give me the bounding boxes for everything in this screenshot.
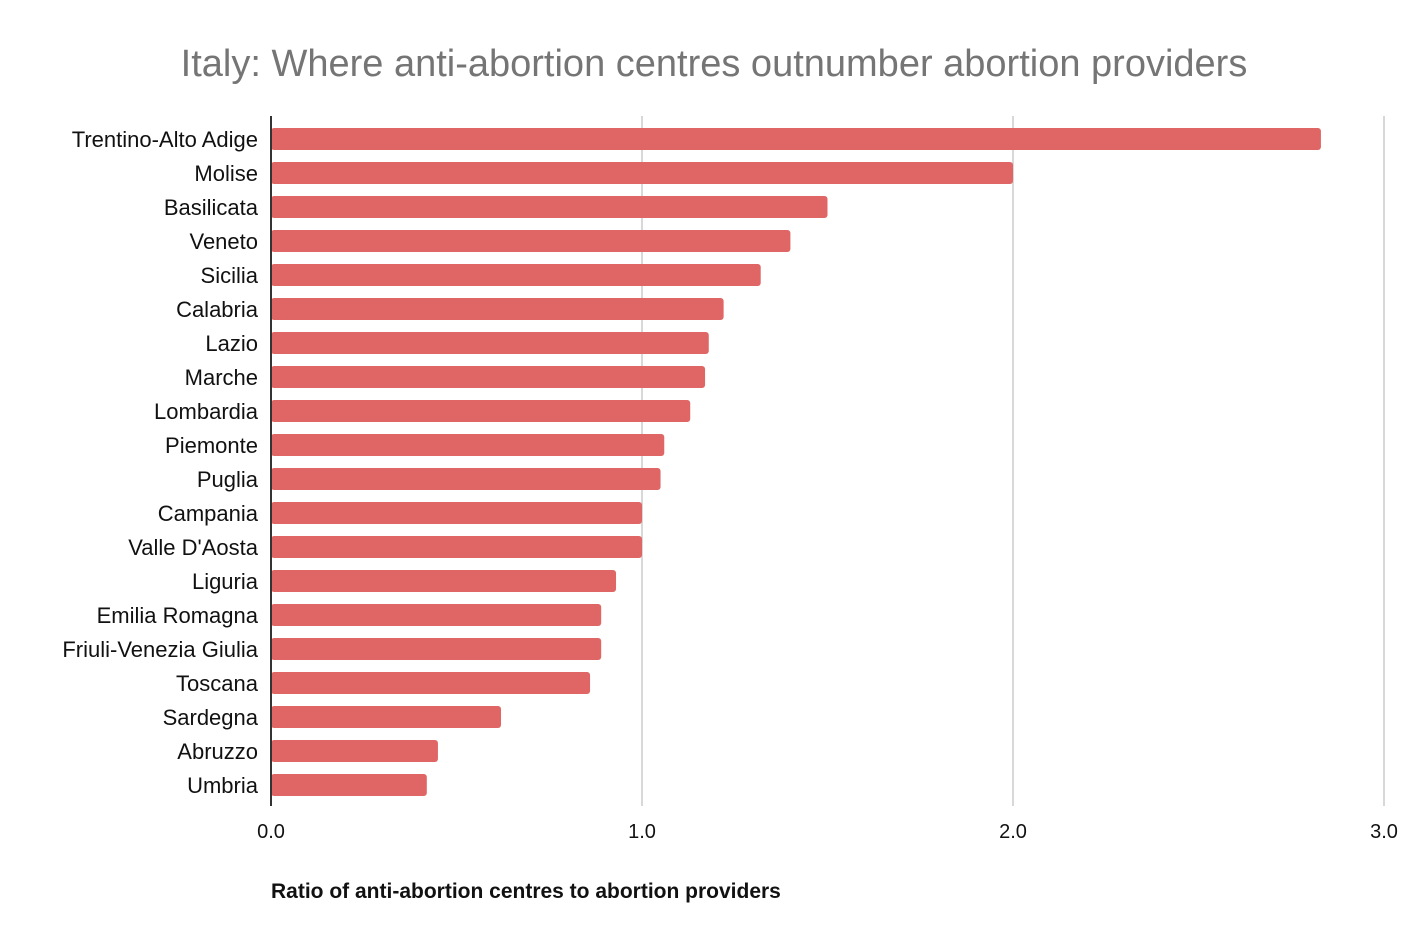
category-label: Umbria — [187, 773, 259, 798]
bar — [271, 502, 642, 524]
category-label: Sicilia — [201, 263, 259, 288]
x-tick-labels: 0.0 1.0 2.0 3.0 — [257, 821, 1398, 843]
bar — [271, 536, 642, 558]
bar — [271, 638, 602, 660]
bar — [271, 570, 617, 592]
bar — [271, 366, 706, 388]
x-axis-label: Ratio of anti-abortion centres to aborti… — [271, 880, 781, 903]
category-label: Puglia — [197, 467, 259, 492]
bar — [271, 196, 828, 218]
bar — [271, 230, 791, 252]
category-label: Abruzzo — [177, 739, 258, 764]
bar — [271, 298, 724, 320]
category-label: Basilicata — [164, 195, 259, 220]
category-label: Lazio — [205, 331, 258, 356]
category-label: Marche — [185, 365, 258, 390]
bar — [271, 400, 691, 422]
category-label: Campania — [158, 501, 259, 526]
category-label: Molise — [194, 161, 258, 186]
bar — [271, 162, 1013, 184]
bar — [271, 604, 602, 626]
category-label: Liguria — [192, 569, 259, 594]
bar — [271, 128, 1321, 150]
x-tick-label: 0.0 — [257, 821, 285, 843]
category-label: Trentino-Alto Adige — [72, 127, 258, 152]
category-label: Veneto — [189, 229, 258, 254]
category-label: Calabria — [176, 297, 259, 322]
category-label: Lombardia — [154, 399, 259, 424]
category-labels: Trentino-Alto Adige Molise Basilicata Venet… — [62, 127, 258, 798]
category-label: Emilia Romagna — [97, 603, 259, 628]
bars — [271, 128, 1321, 796]
bar — [271, 672, 591, 694]
bar — [271, 740, 438, 762]
bar — [271, 332, 709, 354]
x-tick-label: 1.0 — [628, 821, 656, 843]
category-label: Sardegna — [163, 705, 259, 730]
gridlines — [641, 116, 1385, 806]
x-tick-label: 3.0 — [1370, 821, 1398, 843]
bar — [271, 264, 761, 286]
category-label: Valle D'Aosta — [128, 535, 259, 560]
category-label: Toscana — [176, 671, 259, 696]
bar — [271, 774, 427, 796]
bar — [271, 468, 661, 490]
chart-title: Italy: Where anti-abortion centres outnu… — [181, 43, 1248, 85]
category-label: Piemonte — [165, 433, 258, 458]
bar — [271, 434, 665, 456]
bar — [271, 706, 502, 728]
category-label: Friuli-Venezia Giulia — [62, 637, 258, 662]
x-tick-label: 2.0 — [999, 821, 1027, 843]
